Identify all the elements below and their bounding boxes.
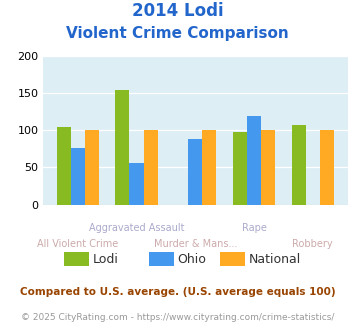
Text: Ohio: Ohio xyxy=(178,252,206,266)
Text: National: National xyxy=(248,252,301,266)
Text: Murder & Mans...: Murder & Mans... xyxy=(153,239,237,249)
Text: Rape: Rape xyxy=(241,223,266,233)
Bar xyxy=(85,130,99,205)
Text: Robbery: Robbery xyxy=(293,239,333,249)
Text: All Violent Crime: All Violent Crime xyxy=(37,239,119,249)
Bar xyxy=(115,89,130,205)
Bar xyxy=(247,116,261,205)
Bar xyxy=(143,130,158,205)
Bar xyxy=(71,148,85,205)
Bar xyxy=(233,132,247,205)
Text: Compared to U.S. average. (U.S. average equals 100): Compared to U.S. average. (U.S. average … xyxy=(20,287,335,297)
Text: Violent Crime Comparison: Violent Crime Comparison xyxy=(66,26,289,41)
Bar xyxy=(188,139,202,205)
Bar xyxy=(130,163,143,205)
Text: Lodi: Lodi xyxy=(92,252,118,266)
Bar xyxy=(291,125,306,205)
Text: Aggravated Assault: Aggravated Assault xyxy=(89,223,184,233)
Bar xyxy=(320,130,334,205)
Bar xyxy=(261,130,275,205)
Text: © 2025 CityRating.com - https://www.cityrating.com/crime-statistics/: © 2025 CityRating.com - https://www.city… xyxy=(21,314,334,322)
Text: 2014 Lodi: 2014 Lodi xyxy=(132,2,223,20)
Bar xyxy=(57,127,71,205)
Bar xyxy=(202,130,217,205)
